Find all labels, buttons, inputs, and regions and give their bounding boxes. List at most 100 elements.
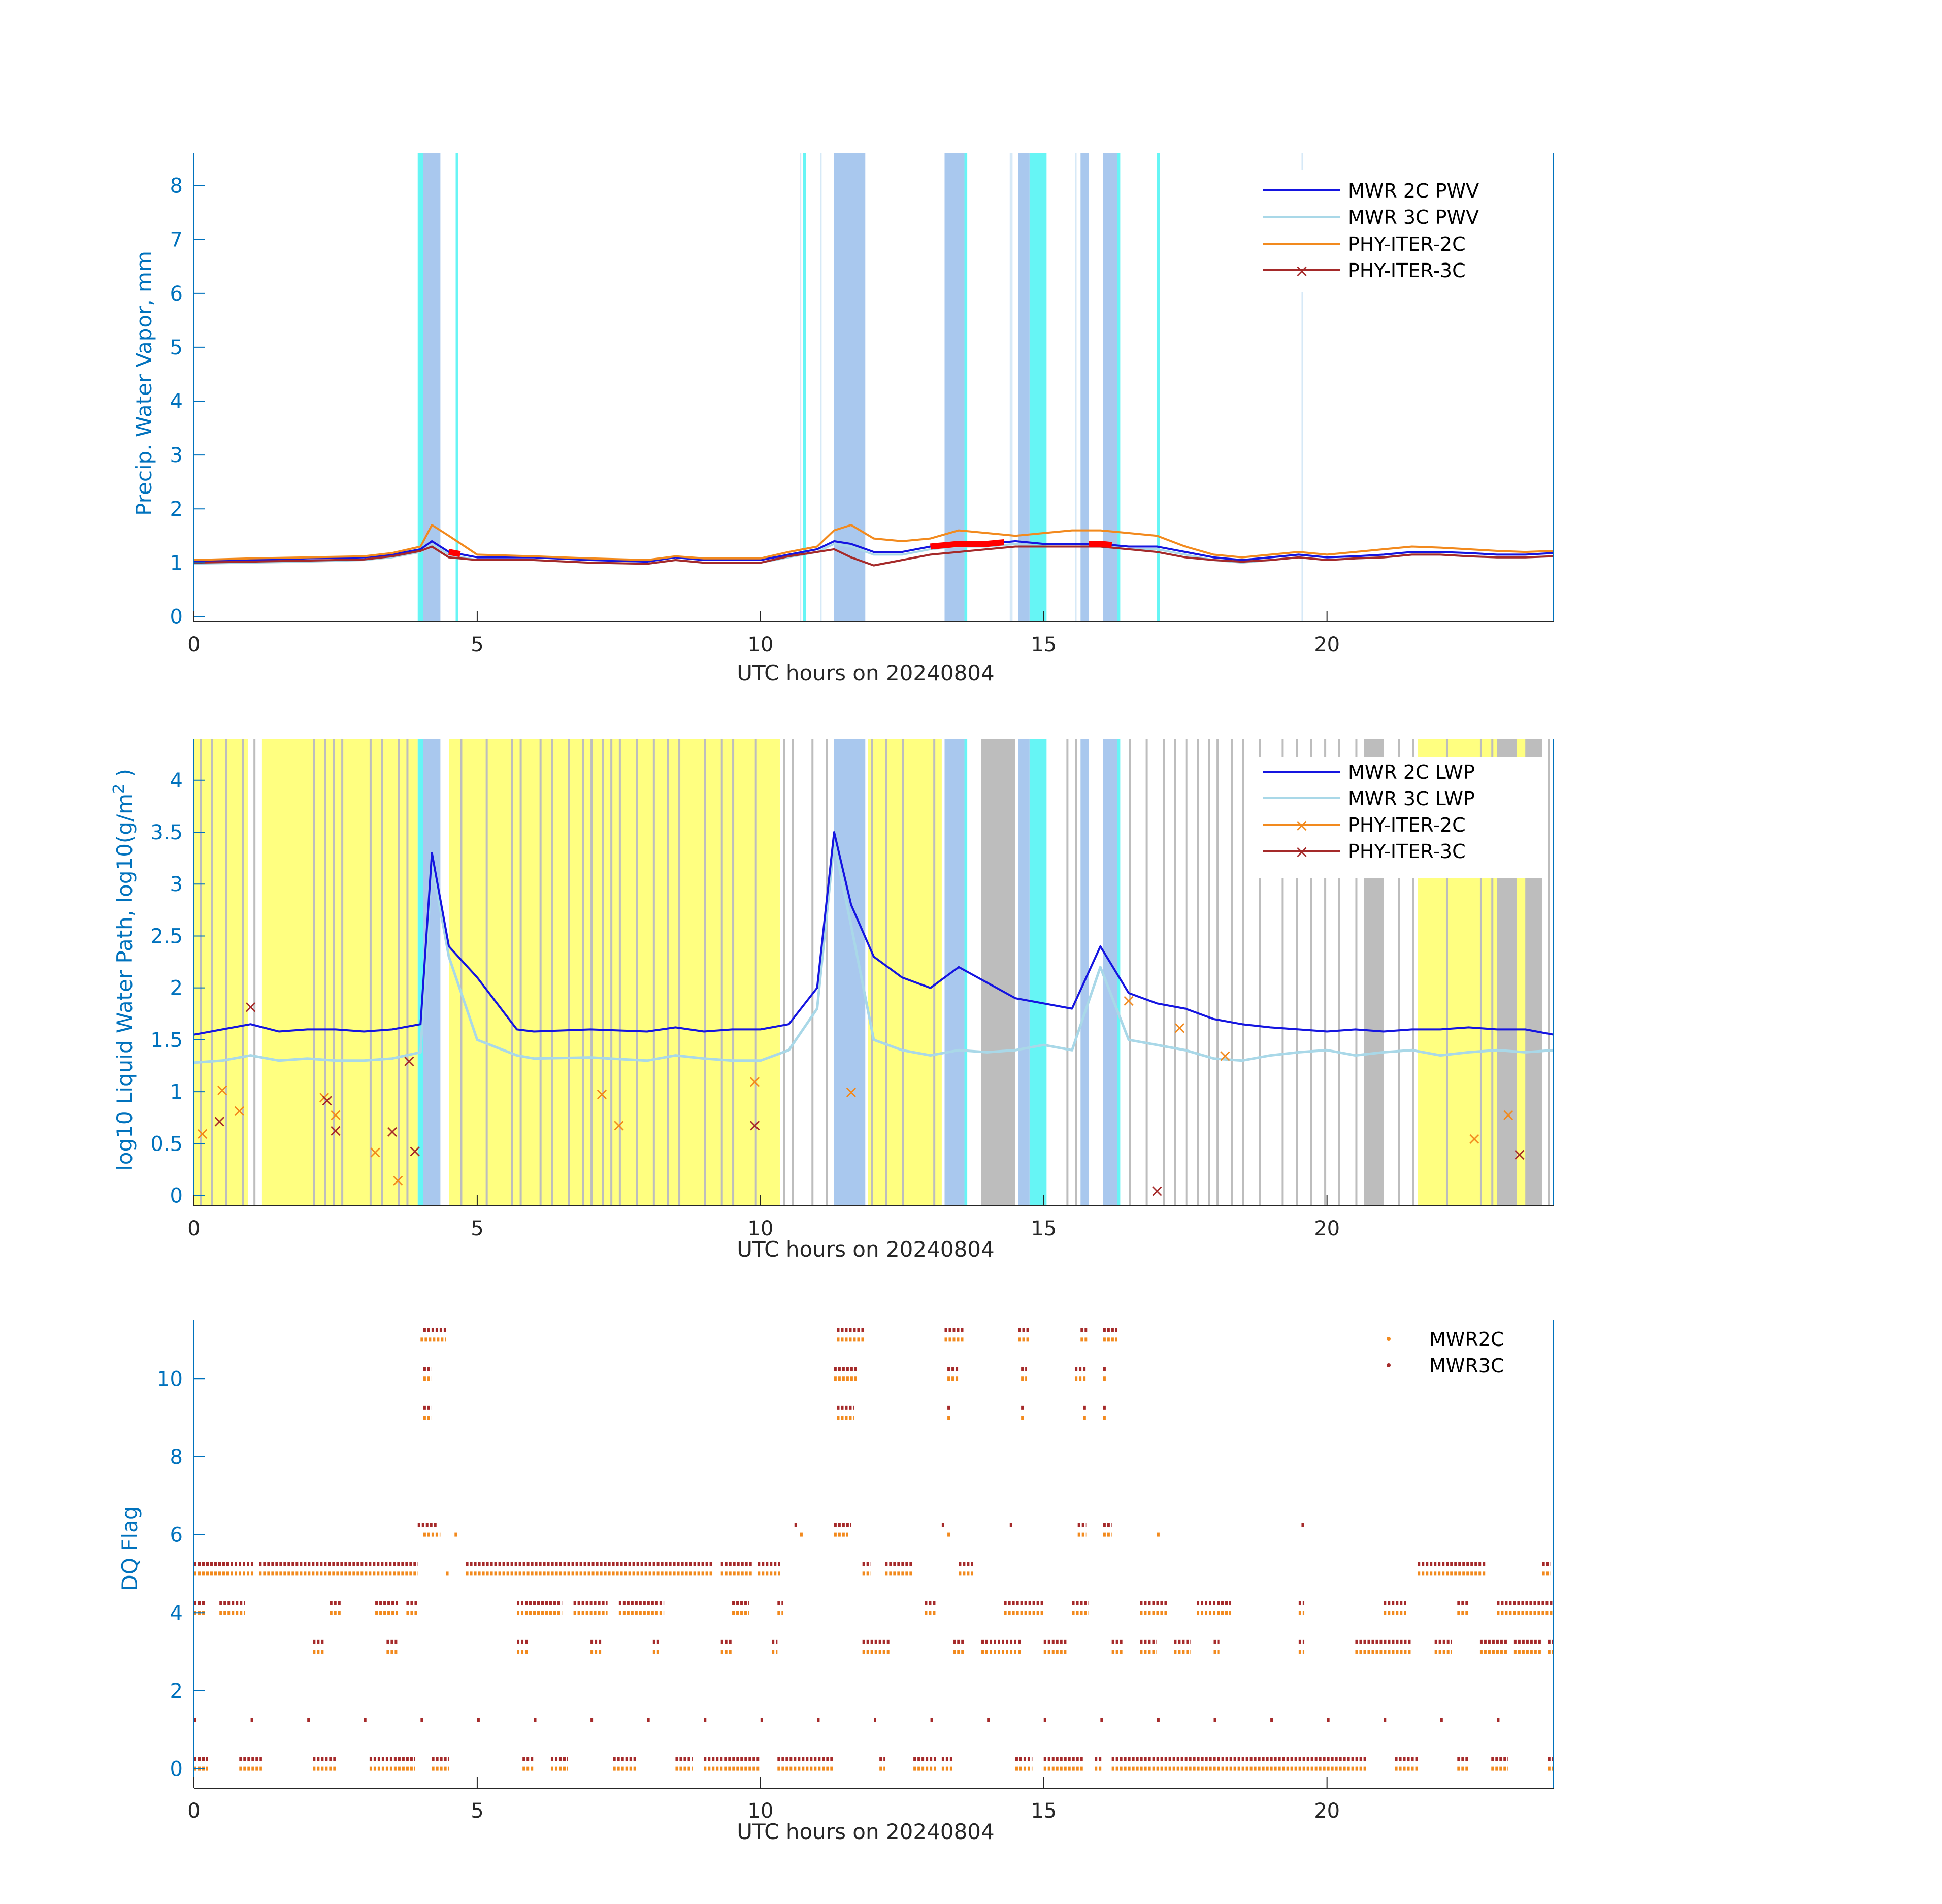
lwp-x-tick-label: 10: [747, 1217, 773, 1240]
lwp-grey-line: [871, 739, 873, 1206]
lwp-grey-line: [333, 739, 335, 1206]
lwp-band-cyan: [964, 739, 968, 1206]
lwp-grey-line: [1491, 739, 1494, 1206]
lwp-grey-line: [652, 739, 655, 1206]
lwp-grey-line: [1075, 739, 1077, 1206]
lwp-flag-bands: [194, 739, 1550, 1206]
pwv-band-cyan: [455, 153, 458, 622]
lwp-grey-line: [618, 739, 621, 1206]
pwv-x-tick-label: 15: [1031, 633, 1057, 656]
dq-x-tick-label: 10: [747, 1799, 773, 1823]
lwp-legend-phy3c-marker: ×: [1295, 842, 1309, 862]
lwp-y-tick-label: 3: [170, 873, 183, 896]
lwp-grey-line: [1324, 739, 1327, 1206]
lwp-grey-line: [369, 739, 372, 1206]
lwp-grey-line: [341, 739, 344, 1206]
lwp-grey-line: [1007, 739, 1009, 1206]
lwp-grey-line: [783, 739, 785, 1206]
lwp-y-axis-label-sup: 2: [110, 784, 128, 794]
lwp-marker-phy-iter-2c: ×: [612, 1115, 627, 1136]
pwv-band-blue: [423, 153, 441, 622]
pwv-y-tick-label: 2: [170, 498, 183, 521]
pwv-y-tick-label: 0: [170, 605, 183, 629]
lwp-grey-line: [1445, 739, 1448, 1206]
lwp-y-tick-label: 1.5: [150, 1029, 183, 1052]
dq-y-tick-label: 2: [170, 1680, 183, 1703]
lwp-y-tick-label: 0: [170, 1185, 183, 1208]
lwp-band-grey: [981, 739, 1015, 1206]
lwp-legend: MWR 2C LWP MWR 3C LWP × PHY-ITER-2C × PH…: [1258, 757, 1542, 878]
lwp-grey-line: [1259, 739, 1261, 1206]
lwp-grey-line: [754, 739, 757, 1206]
lwp-grey-line: [1163, 739, 1165, 1206]
lwp-grey-line: [636, 739, 638, 1206]
dq-panel: 0 5 10 15 20 0 2 4 6 8 10 UTC hours on 20240804 DQ…: [117, 1320, 1554, 1844]
lwp-grey-line: [1174, 739, 1176, 1206]
pwv-legend-phy2c-label: PHY-ITER-2C: [1348, 233, 1466, 255]
pwv-y-axis-label: Precip. Water Vapor, mm: [131, 251, 156, 516]
lwp-marker-phy-iter-3c: ×: [320, 1090, 335, 1110]
pwv-legend: MWR 2C PWV MWR 3C PWV PHY-ITER-2C × PHY-…: [1258, 170, 1542, 292]
pwv-band-thin: [1075, 153, 1077, 622]
lwp-marker-phy-iter-2c: ×: [1218, 1046, 1233, 1066]
lwp-grey-line: [602, 739, 604, 1206]
lwp-grey-line: [1355, 739, 1358, 1206]
lwp-grey-line: [398, 739, 400, 1206]
lwp-grey-line: [550, 739, 553, 1206]
lwp-grey-line: [1129, 739, 1131, 1206]
dq-y-tick-label: 0: [170, 1758, 183, 1781]
lwp-grey-line: [1208, 739, 1210, 1206]
lwp-grey-line: [582, 739, 584, 1206]
lwp-band-blue: [944, 739, 965, 1206]
lwp-legend-mwr2c-label: MWR 2C LWP: [1348, 761, 1475, 783]
lwp-axes: 0 5 10 15 20 0 0.5 1 1.5 2 2.5 3 3.5 4: [150, 739, 1554, 1240]
lwp-grey-line: [1185, 739, 1188, 1206]
pwv-band-cyan: [1117, 153, 1121, 622]
lwp-grey-line: [1412, 739, 1414, 1206]
lwp-band-cyan: [417, 739, 423, 1206]
lwp-grey-line: [1066, 739, 1069, 1206]
lwp-marker-phy-iter-2c: ×: [328, 1105, 343, 1125]
lwp-grey-line: [902, 739, 904, 1206]
pwv-band-cyan: [964, 153, 968, 622]
pwv-band-cyan: [1029, 153, 1047, 622]
lwp-grey-line: [1310, 739, 1312, 1206]
lwp-x-axis-label: UTC hours on 20240804: [737, 1237, 995, 1262]
lwp-grey-line: [720, 739, 723, 1206]
dq-legend-mwr3c-label: MWR3C: [1429, 1355, 1504, 1377]
dq-legend-mwr2c-swatch: [1387, 1337, 1391, 1341]
lwp-marker-phy-iter-3c: ×: [328, 1121, 343, 1141]
lwp-grey-line: [811, 739, 814, 1206]
lwp-legend-phy2c-label: PHY-ITER-2C: [1348, 814, 1466, 836]
dq-x-tick-label: 15: [1031, 1799, 1057, 1823]
lwp-grey-line: [826, 739, 828, 1206]
lwp-marker-phy-iter-2c: ×: [232, 1101, 247, 1121]
lwp-grey-line: [1548, 739, 1550, 1206]
pwv-band-thin: [819, 153, 822, 622]
lwp-legend-box: [1258, 757, 1542, 878]
pwv-x-tick-label: 0: [187, 633, 200, 656]
pwv-legend-phy3c-label: PHY-ITER-3C: [1348, 259, 1466, 282]
dq-x-tick-label: 0: [187, 1799, 200, 1823]
dq-x-axis-label: UTC hours on 20240804: [737, 1819, 995, 1844]
lwp-x-tick-label: 5: [471, 1217, 483, 1240]
lwp-grey-line: [1230, 739, 1233, 1206]
pwv-line-phy-iter-2c: [193, 524, 1554, 561]
dq-scatter-points: [194, 1328, 1554, 1771]
lwp-grey-line: [242, 739, 244, 1206]
lwp-legend-mwr3c-label: MWR 3C LWP: [1348, 787, 1475, 810]
pwv-y-tick-label: 7: [170, 228, 183, 252]
dq-x-tick-label: 20: [1314, 1799, 1340, 1823]
lwp-marker-phy-iter-2c: ×: [195, 1124, 210, 1144]
lwp-grey-line: [460, 739, 463, 1206]
pwv-band-cyan: [803, 153, 806, 622]
lwp-marker-phy-iter-2c: ×: [368, 1142, 383, 1163]
lwp-marker-phy-iter-2c: ×: [1172, 1017, 1187, 1038]
dq-y-tick-label: 8: [170, 1446, 183, 1469]
lwp-grey-line: [933, 739, 936, 1206]
lwp-grey-line: [313, 739, 315, 1206]
lwp-grey-line: [1216, 739, 1219, 1206]
lwp-grey-line: [1338, 739, 1340, 1206]
pwv-y-tick-label: 8: [170, 175, 183, 198]
